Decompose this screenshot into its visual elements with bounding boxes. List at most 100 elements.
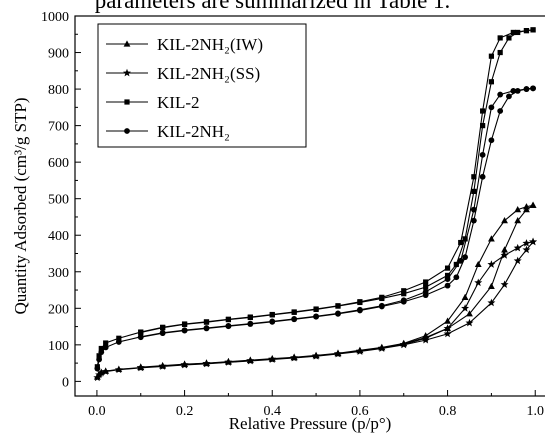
x-tick-label: 0.8 [439,404,457,419]
data-point [159,330,166,337]
legend-item: KIL-2NH₂ [106,122,230,141]
y-tick-label: 200 [48,302,69,317]
data-point [471,188,477,194]
data-point [421,334,430,342]
data-point [523,28,530,34]
data-point [160,325,166,331]
data-point [488,104,495,111]
data-point [506,93,512,100]
data-point [423,279,429,285]
y-tick-label: 0 [62,375,69,390]
data-point [423,284,429,290]
data-point [506,35,512,41]
data-point [291,316,298,323]
data-point [444,276,451,282]
series-line-desorption [140,241,534,369]
x-tick-label: 0.2 [176,404,194,419]
data-point [313,313,319,320]
data-point [514,88,521,94]
data-point [181,327,188,334]
legend-item: KIL-2NH₂(SS) [106,64,260,83]
data-point [513,243,522,252]
data-point [510,29,516,36]
data-point [137,334,144,341]
data-point [224,357,233,366]
data-point [514,217,522,224]
data-point [500,251,509,259]
data-point [487,260,496,268]
data-point [488,137,495,144]
data-point [401,291,407,297]
data-point [102,344,109,351]
data-point [462,236,468,242]
x-tick-label: 0.6 [351,404,369,419]
data-point [462,254,469,261]
data-point [103,340,109,346]
data-point [465,318,474,327]
data-point [522,239,531,247]
data-point [488,235,495,242]
data-point [444,317,451,324]
y-axis-label: Quantity Adsorbed (cm³/g STP) [11,97,30,314]
data-point [95,370,104,379]
data-point [501,217,508,224]
data-point [357,307,363,314]
data-point [335,303,341,309]
data-point [453,274,460,281]
data-point [466,310,473,317]
data-point [136,363,145,371]
data-point [444,282,451,289]
legend-swatch-marker [123,68,131,77]
data-point [443,329,452,338]
data-point [96,356,103,363]
data-point [530,85,536,92]
series-layer [93,27,538,382]
data-point [513,256,522,265]
data-point [461,293,469,300]
series-line-desorption [140,204,534,368]
legend-label: KIL-2NH₂ [157,122,230,141]
y-tick-label: 1000 [41,10,69,25]
data-point [479,173,486,180]
x-axis-label: Relative Pressure (p/p°) [229,414,392,433]
data-point [97,368,106,377]
x-tick-label: 0.4 [263,404,281,419]
data-point [203,325,210,332]
data-point [116,335,122,341]
data-point [443,324,452,332]
data-point [203,319,210,325]
data-point [247,314,253,321]
data-point [453,261,459,268]
data-point [444,265,451,271]
data-point [225,323,232,330]
data-point [470,217,477,224]
data-point [378,303,385,310]
data-point [497,108,504,114]
y-tick-label: 500 [48,193,69,208]
data-point [497,35,503,41]
data-point [269,312,275,318]
data-point [487,298,496,307]
data-point [399,340,408,348]
legend-label: KIL-2 [157,93,199,112]
data-point [523,86,530,92]
legend-item: KIL-2 [106,93,199,112]
y-tick-label: 900 [48,47,69,62]
data-point [401,288,407,294]
data-point [461,304,470,312]
data-point [474,260,482,268]
data-point [180,360,189,368]
data-point [247,321,254,327]
series-1 [93,237,538,382]
y-tick-label: 400 [48,229,69,244]
data-point [514,206,522,213]
data-point [488,79,495,85]
data-point [377,343,386,352]
data-point [488,282,495,289]
x-tick-label: 0.0 [88,404,106,419]
x-tick-label: 1.0 [526,404,544,419]
data-point [101,367,110,375]
data-point [523,203,530,210]
legend-label: KIL-2NH₂(IW) [157,35,263,54]
